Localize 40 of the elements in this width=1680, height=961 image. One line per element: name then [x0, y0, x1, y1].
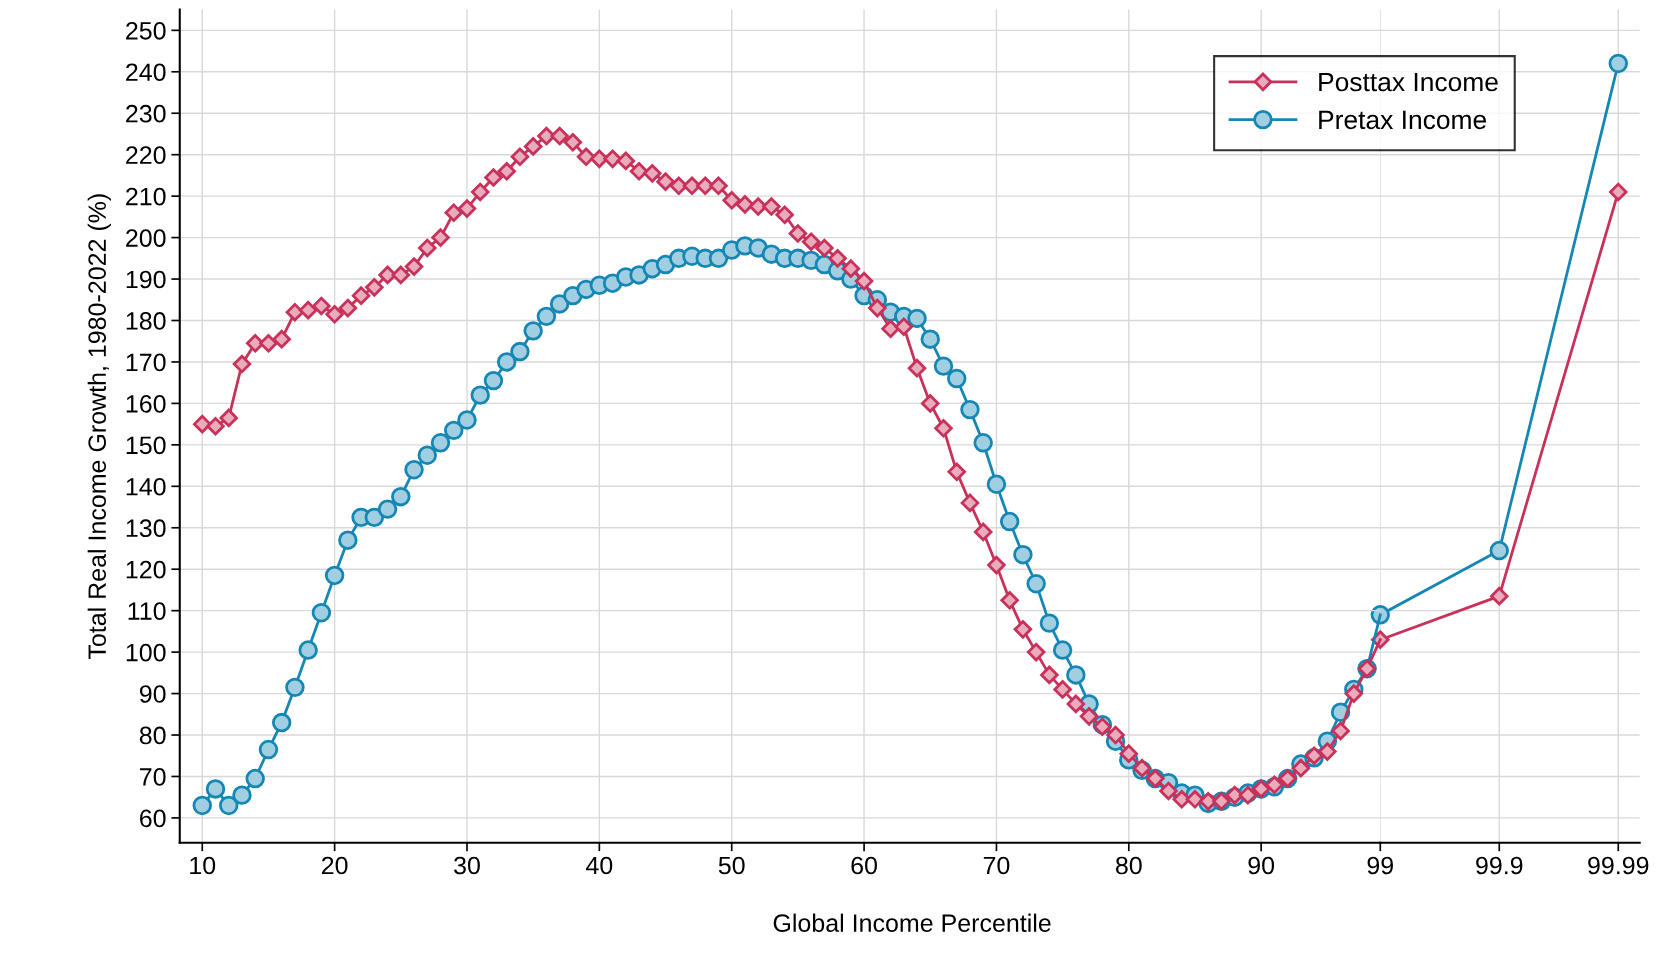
y-tick-label: 110: [128, 602, 166, 620]
y-tick-label: 230: [126, 104, 166, 123]
point: [1489, 540, 1509, 561]
x-tick-label: 30: [454, 856, 480, 875]
point: [1608, 53, 1628, 74]
y-tick-label: 220: [126, 146, 166, 164]
y-tick-label: 210: [126, 187, 166, 206]
y-tick-label: 60: [140, 809, 166, 828]
y-tick-label: 160: [126, 395, 166, 413]
y-tick-label: 250: [126, 21, 166, 40]
x-tick-label: 90: [1248, 856, 1275, 875]
x-tick-label: 70: [983, 856, 1010, 875]
x-tick-label: 40: [586, 856, 613, 875]
x-tick-label: 99.9: [1476, 856, 1523, 875]
y-tick-label: 100: [126, 643, 166, 662]
y-tick-label: 200: [126, 229, 166, 247]
y-tick-label: 130: [126, 519, 166, 538]
x-tick-label: 50: [718, 856, 745, 875]
x-tick-label: 20: [321, 856, 348, 875]
legend-label: Pretax Income: [1319, 110, 1487, 130]
legend-label: Posttax Income: [1319, 72, 1498, 92]
x-tick-label: 60: [851, 856, 877, 875]
y-tick-label: 80: [139, 726, 166, 745]
x-tick-label: 10: [190, 856, 216, 875]
x-tick-label: 99: [1367, 856, 1393, 875]
y-tick-label: 180: [126, 312, 166, 330]
point: [1490, 586, 1509, 606]
point: [1609, 182, 1628, 202]
y-tick-label: 150: [126, 436, 166, 455]
y-tick-label: 170: [126, 353, 166, 372]
y-tick-label: 240: [126, 63, 166, 82]
y-tick-label: 120: [126, 560, 166, 579]
x-tick-label: 80: [1115, 856, 1142, 875]
y-tick-label: 190: [126, 270, 166, 289]
x-axis-title: Global Income Percentile: [773, 913, 1051, 932]
y-tick-label: 140: [126, 477, 166, 496]
y-tick-label: 70: [140, 768, 166, 786]
x-tick-label: 99.99: [1588, 856, 1649, 875]
y-axis-title: Total Real Income Growth, 1980-2022 (%): [87, 194, 111, 660]
y-tick-label: 90: [139, 685, 166, 703]
